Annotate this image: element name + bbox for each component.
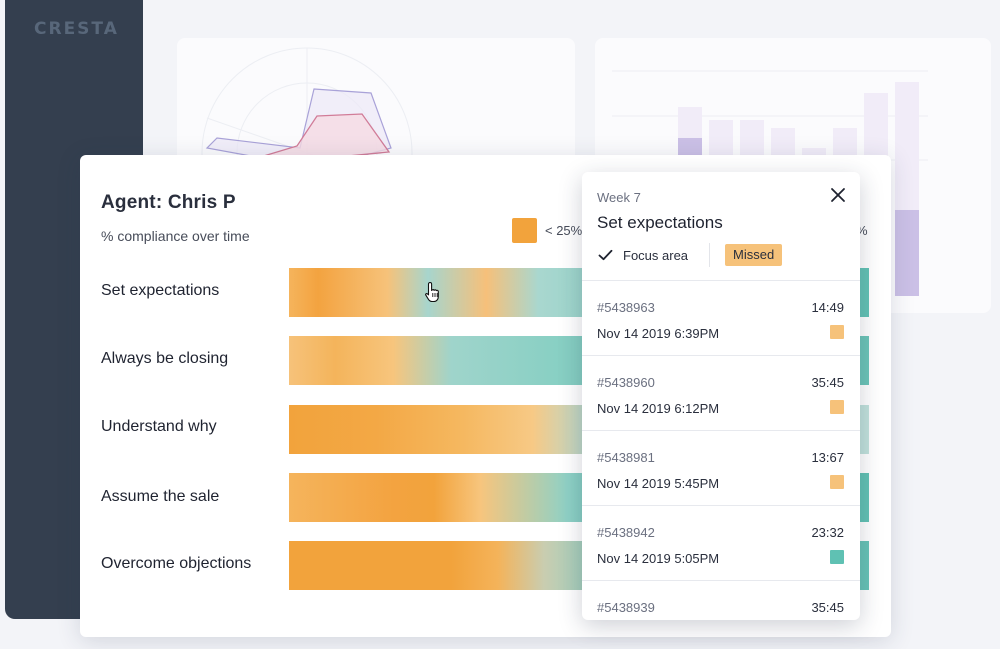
conversation-duration: 13:67: [811, 450, 844, 465]
conversation-id[interactable]: #5438963: [597, 300, 655, 315]
conversation-item[interactable]: #5438963 14:49 Nov 14 2019 6:39PM: [582, 281, 860, 356]
conversation-duration: 35:45: [811, 375, 844, 390]
conversation-duration: 14:49: [811, 300, 844, 315]
conversation-id[interactable]: #5438960: [597, 375, 655, 390]
conversation-id[interactable]: #5438981: [597, 450, 655, 465]
conversation-id[interactable]: #5438942: [597, 525, 655, 540]
focus-area-label: Focus area: [623, 248, 689, 263]
cresta-logo: CRESTA: [34, 19, 119, 39]
conversation-duration: 23:32: [811, 525, 844, 540]
conversation-item[interactable]: #5438981 13:67 Nov 14 2019 5:45PM: [582, 431, 860, 506]
close-icon[interactable]: [828, 185, 848, 205]
chart-subtitle: % compliance over time: [101, 228, 250, 244]
legend-label-high: %: [856, 223, 868, 238]
check-icon: [598, 249, 613, 261]
compliance-swatch: [830, 400, 844, 414]
week-detail-popover: Week 7 Set expectations Focus area Misse…: [582, 172, 860, 620]
conversation-list: #5438963 14:49 Nov 14 2019 6:39PM #54389…: [582, 280, 860, 620]
behavior-label: Set expectations: [101, 282, 220, 299]
status-badge: Missed: [725, 244, 783, 266]
compliance-swatch: [830, 475, 844, 489]
conversation-item[interactable]: #5438942 23:32 Nov 14 2019 5:05PM: [582, 506, 860, 581]
hand-cursor-icon: [425, 281, 439, 303]
behavior-label: Overcome objections: [101, 555, 252, 572]
behavior-label: Understand why: [101, 418, 217, 435]
radar-chart-graphic: [201, 47, 413, 198]
conversation-duration: 35:45: [811, 600, 844, 615]
legend-label-low: < 25%: [545, 223, 583, 238]
behavior-label: Always be closing: [101, 350, 229, 367]
conversation-date: Nov 14 2019 6:12PM: [597, 401, 720, 416]
conversation-item[interactable]: #5438939 35:45: [582, 581, 860, 620]
conversation-date: Nov 14 2019 6:39PM: [597, 326, 720, 341]
compliance-swatch: [830, 325, 844, 339]
conversation-date: Nov 14 2019 5:05PM: [597, 551, 720, 566]
popover-week-label: Week 7: [597, 190, 641, 205]
agent-title: Agent: Chris P: [101, 192, 236, 213]
legend-swatch-low: [512, 218, 537, 243]
conversation-id[interactable]: #5438939: [597, 600, 655, 615]
conversation-date: Nov 14 2019 5:45PM: [597, 476, 720, 491]
compliance-swatch: [830, 550, 844, 564]
behavior-label: Assume the sale: [101, 488, 220, 505]
popover-title: Set expectations: [597, 213, 723, 232]
divider: [709, 243, 710, 267]
conversation-item[interactable]: #5438960 35:45 Nov 14 2019 6:12PM: [582, 356, 860, 431]
